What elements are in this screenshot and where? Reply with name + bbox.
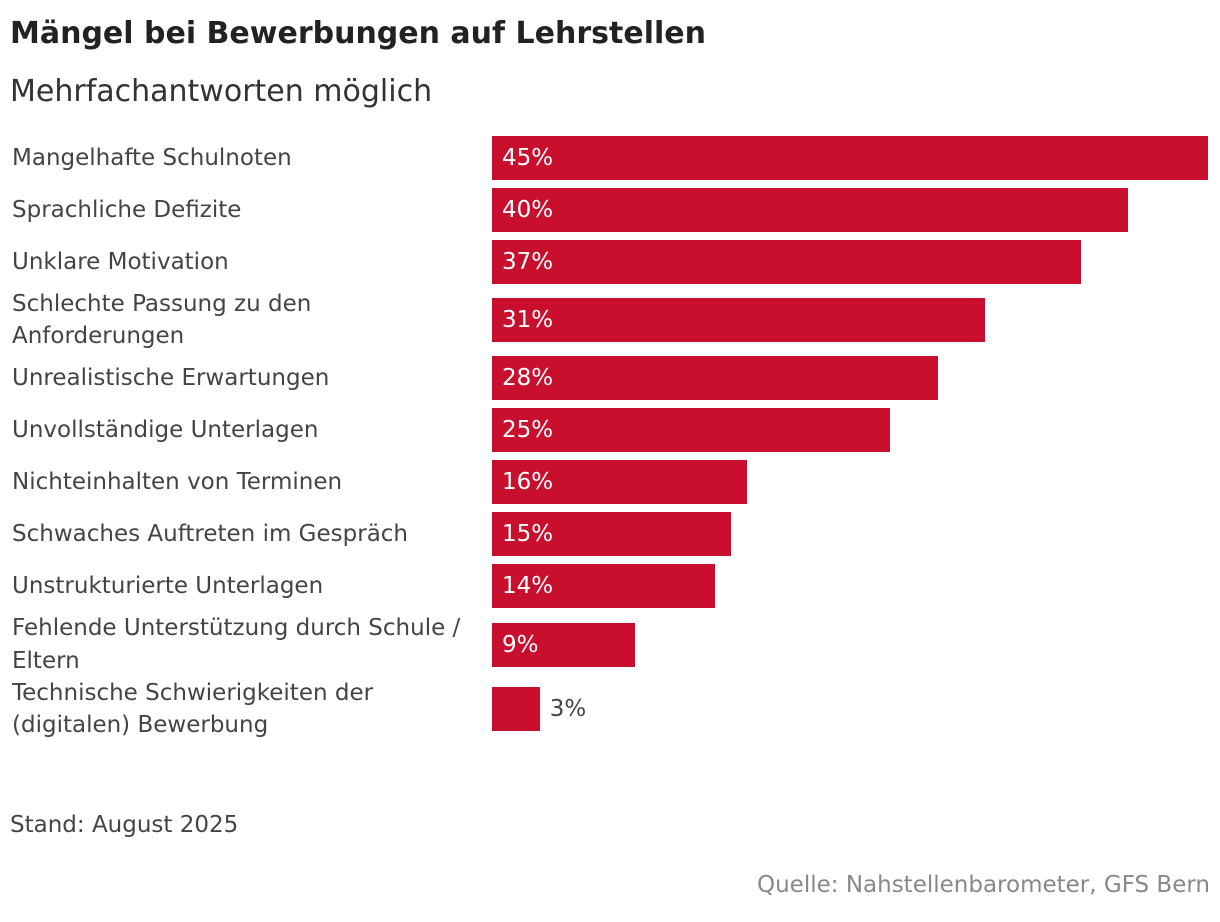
value-label: 16% xyxy=(502,469,554,496)
bar-row: Fehlende Unterstützung durch Schule / El… xyxy=(0,612,1220,676)
bar xyxy=(492,564,715,609)
bar xyxy=(492,622,636,667)
bar-track: 3% xyxy=(492,686,1208,731)
bar xyxy=(492,460,747,505)
category-label: Mangelhafte Schulnoten xyxy=(12,144,292,171)
bar xyxy=(492,512,731,557)
bar-row: Schlechte Passung zu den Anforderungen 31… xyxy=(0,288,1220,352)
bar xyxy=(492,136,1208,180)
chart-title: Mängel bei Bewerbungen auf Lehrstellen xyxy=(10,16,706,51)
bar-track: 31% xyxy=(492,298,1208,343)
value-label: 28% xyxy=(502,365,554,392)
bar-track: 9% xyxy=(492,622,1208,667)
bar xyxy=(492,188,1129,232)
category-label: Schwaches Auftreten im Gespräch xyxy=(12,521,409,548)
bar-row: Unklare Motivation 37% xyxy=(0,236,1220,288)
value-label: 25% xyxy=(502,417,554,444)
note: Stand: August 2025 xyxy=(10,812,239,838)
bar-track: 28% xyxy=(492,356,1208,401)
value-label: 31% xyxy=(502,307,554,334)
bar-track: 45% xyxy=(492,136,1208,180)
category-label: Sprachliche Defizite xyxy=(12,196,242,223)
bar-track: 16% xyxy=(492,460,1208,505)
category-label: Nichteinhalten von Terminen xyxy=(12,469,343,496)
plot-area: Mangelhafte Schulnoten 45% Sprachliche Def… xyxy=(0,132,1220,741)
bar-track: 14% xyxy=(492,564,1208,609)
category-label: Technische Schwierigkeiten der (digitale… xyxy=(12,679,374,738)
value-label: 3% xyxy=(549,695,587,722)
value-label: 14% xyxy=(502,573,554,600)
bar xyxy=(492,686,540,731)
value-label: 45% xyxy=(502,145,554,171)
bar-row: Unstrukturierte Unterlagen 14% xyxy=(0,560,1220,612)
bar-row: Unvollständige Unterlagen 25% xyxy=(0,404,1220,456)
chart-subtitle: Mehrfachantworten möglich xyxy=(10,74,433,109)
bar-track: 25% xyxy=(492,408,1208,453)
category-label: Unvollständige Unterlagen xyxy=(12,417,319,444)
value-label: 15% xyxy=(502,521,554,548)
bar xyxy=(492,240,1081,284)
value-label: 40% xyxy=(502,197,554,223)
bar-row: Technische Schwierigkeiten der (digitale… xyxy=(0,677,1220,741)
bar-track: 37% xyxy=(492,240,1208,284)
value-label: 9% xyxy=(502,631,539,658)
value-label: 37% xyxy=(502,249,554,275)
source: Quelle: Nahstellenbarometer, GFS Bern xyxy=(757,872,1210,898)
category-label: Unstrukturierte Unterlagen xyxy=(12,573,324,600)
bar xyxy=(492,408,890,453)
category-label: Schlechte Passung zu den Anforderungen xyxy=(12,291,312,350)
bar-row: Sprachliche Defizite 40% xyxy=(0,184,1220,236)
bar-row: Mangelhafte Schulnoten 45% xyxy=(0,132,1220,184)
category-label: Unklare Motivation xyxy=(12,248,229,275)
bar-track: 40% xyxy=(492,188,1208,232)
category-label: Unrealistische Erwartungen xyxy=(12,365,330,392)
bar-row: Schwaches Auftreten im Gespräch 15% xyxy=(0,508,1220,560)
bar-track: 15% xyxy=(492,512,1208,557)
bar-row: Unrealistische Erwartungen 28% xyxy=(0,352,1220,404)
bar xyxy=(492,298,986,343)
bar-row: Nichteinhalten von Terminen 16% xyxy=(0,456,1220,508)
bar xyxy=(492,356,938,401)
category-label: Fehlende Unterstützung durch Schule / El… xyxy=(12,615,461,674)
